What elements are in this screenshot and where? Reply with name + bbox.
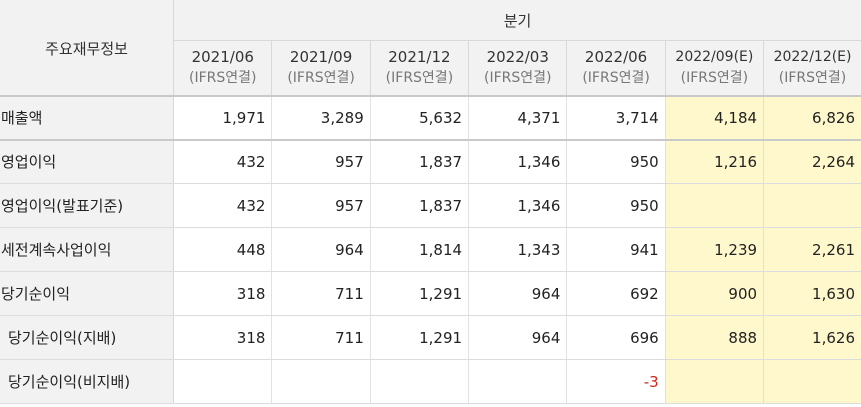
value-cell — [763, 359, 861, 404]
value-cell: 3,714 — [566, 95, 666, 141]
value-cell: 964 — [468, 315, 567, 360]
basis-label: (IFRS연결) — [582, 69, 650, 86]
basis-label: (IFRS연결) — [680, 69, 749, 86]
value-cell: 2,261 — [763, 227, 861, 272]
value-cell: 5,632 — [369, 95, 469, 141]
period-label: 2021/12 — [388, 47, 451, 66]
value-cell: 1,216 — [664, 139, 764, 184]
period-header: 2022/12(E) (IFRS연결) — [763, 40, 861, 97]
basis-label: (IFRS연결) — [189, 69, 257, 86]
value-cell: 1,630 — [763, 271, 861, 316]
value-cell: 448 — [173, 227, 272, 272]
value-cell: 1,291 — [369, 315, 469, 360]
period-label: 2022/03 — [486, 47, 549, 66]
value-cell: 318 — [173, 271, 272, 316]
value-cell — [763, 183, 861, 228]
period-label: 2022/12(E) — [773, 48, 852, 65]
value-cell: 1,291 — [369, 271, 469, 316]
value-cell: 318 — [173, 315, 272, 360]
row-label: 당기순이익 — [0, 271, 175, 316]
period-header: 2021/06 (IFRS연결) — [173, 40, 272, 97]
table-row: 매출액 1,971 3,289 5,632 4,371 3,714 4,184 6,826 — [0, 95, 861, 141]
value-cell — [664, 183, 764, 228]
value-cell: 1,837 — [369, 139, 469, 184]
value-cell: 1,814 — [369, 227, 469, 272]
row-label: 당기순이익(비지배) — [0, 359, 175, 404]
value-cell: 964 — [468, 271, 567, 316]
value-cell: 950 — [566, 139, 666, 184]
value-cell: 3,289 — [271, 95, 371, 141]
quarterly-group-header: 분기 — [173, 0, 861, 41]
row-label: 세전계속사업이익 — [0, 227, 175, 272]
period-header: 2021/12 (IFRS연결) — [369, 40, 469, 97]
value-cell — [271, 359, 371, 404]
basis-label: (IFRS연결) — [778, 69, 847, 86]
table-row: 당기순이익(비지배) -3 — [0, 359, 861, 404]
period-label: 2021/06 — [191, 47, 254, 66]
period-header: 2022/06 (IFRS연결) — [566, 40, 666, 97]
value-cell — [664, 359, 764, 404]
value-cell: 432 — [173, 183, 272, 228]
table-row: 당기순이익(지배) 318 711 1,291 964 696 888 1,626 — [0, 315, 861, 360]
value-cell: 1,346 — [468, 183, 567, 228]
value-cell: 964 — [271, 227, 371, 272]
value-cell: 888 — [664, 315, 764, 360]
basis-label: (IFRS연결) — [287, 69, 355, 86]
value-cell — [468, 359, 567, 404]
value-cell: 1,343 — [468, 227, 567, 272]
value-cell: 1,346 — [468, 139, 567, 184]
row-label: 영업이익 — [0, 139, 175, 184]
period-label: 2022/09(E) — [675, 48, 754, 65]
value-cell: 1,971 — [173, 95, 272, 141]
value-cell: 1,239 — [664, 227, 764, 272]
table-row: 영업이익(발표기준) 432 957 1,837 1,346 950 — [0, 183, 861, 228]
period-header: 2022/09(E) (IFRS연결) — [664, 40, 764, 97]
value-cell: 6,826 — [763, 95, 861, 141]
basis-label: (IFRS연결) — [484, 69, 552, 86]
corner-header: 주요재무정보 — [0, 0, 174, 97]
value-cell: 941 — [566, 227, 666, 272]
value-cell: 4,371 — [468, 95, 567, 141]
table-row: 당기순이익 318 711 1,291 964 692 900 1,630 — [0, 271, 861, 316]
period-label: 2021/09 — [289, 47, 353, 66]
basis-label: (IFRS연결) — [385, 69, 454, 86]
value-cell: 711 — [271, 271, 371, 316]
value-cell: 2,264 — [763, 139, 861, 184]
value-cell: 692 — [566, 271, 666, 316]
value-cell: 1,626 — [763, 315, 861, 360]
table-row: 영업이익 432 957 1,837 1,346 950 1,216 2,264 — [0, 139, 861, 184]
value-cell: 696 — [566, 315, 666, 360]
value-cell: 432 — [173, 139, 272, 184]
value-cell: 950 — [566, 183, 666, 228]
value-cell: 957 — [271, 139, 371, 184]
value-cell: 711 — [271, 315, 371, 360]
value-cell: -3 — [566, 359, 666, 404]
value-cell — [369, 359, 469, 404]
value-cell: 4,184 — [664, 95, 764, 141]
row-label: 당기순이익(지배) — [0, 315, 175, 360]
period-header: 2021/09 (IFRS연결) — [271, 40, 371, 97]
period-header: 2022/03 (IFRS연결) — [468, 40, 567, 97]
table-row: 세전계속사업이익 448 964 1,814 1,343 941 1,239 2,261 — [0, 227, 861, 272]
value-cell — [173, 359, 272, 404]
period-label: 2022/06 — [584, 47, 648, 66]
value-cell: 1,837 — [369, 183, 469, 228]
row-label: 매출액 — [0, 95, 175, 141]
row-label: 영업이익(발표기준) — [0, 183, 175, 228]
value-cell: 957 — [271, 183, 371, 228]
value-cell: 900 — [664, 271, 764, 316]
